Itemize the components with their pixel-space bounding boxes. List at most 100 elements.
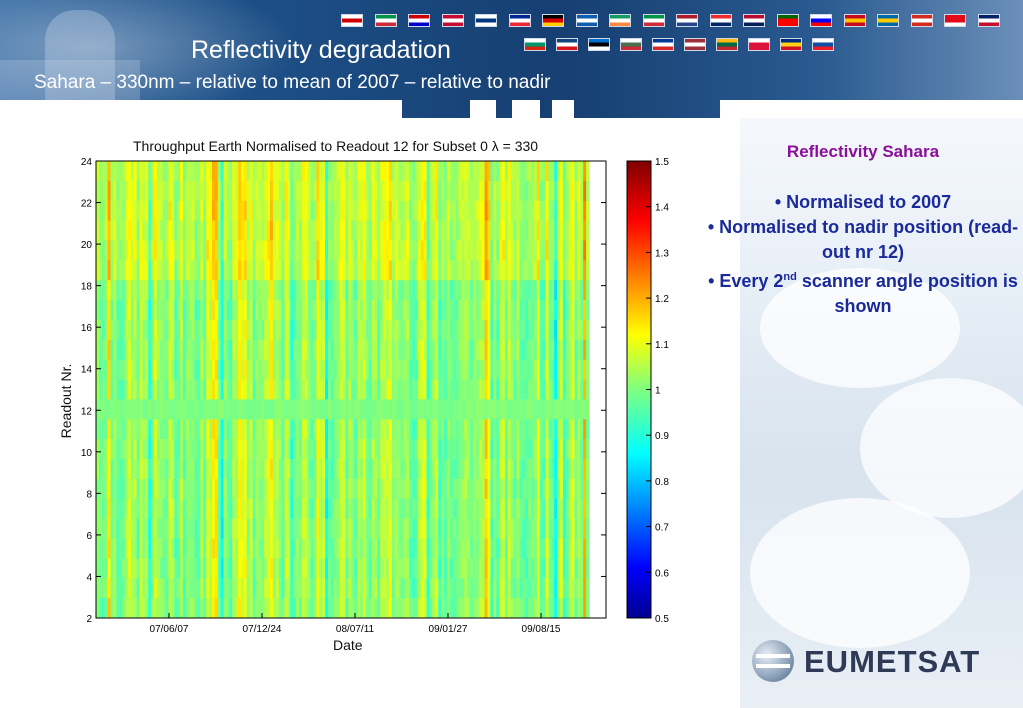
- heatmap-cell: [336, 161, 340, 182]
- heatmap-cell: [278, 319, 282, 341]
- heatmap-cell: [531, 478, 535, 500]
- heatmap-cell: [333, 220, 338, 241]
- heatmap-cell: [249, 578, 253, 599]
- heatmap-cell: [481, 300, 485, 321]
- heatmap-cell: [287, 578, 291, 599]
- heatmap-cell: [185, 161, 190, 182]
- heatmap-cell: [148, 240, 152, 261]
- heatmap-cell: [386, 498, 390, 520]
- heatmap-cell: [574, 161, 578, 182]
- heatmap-cell: [319, 518, 323, 539]
- heatmap-cell: [290, 240, 294, 261]
- heatmap-cell: [432, 598, 436, 619]
- heatmap-cell: [522, 300, 526, 321]
- heatmap-cell: [348, 319, 352, 341]
- heatmap-cell: [258, 598, 262, 619]
- heatmap-cell: [307, 319, 311, 341]
- heatmap-cell: [406, 379, 410, 400]
- heatmap-cell: [145, 200, 149, 222]
- heatmap-cell: [388, 419, 393, 440]
- heatmap-cell: [249, 280, 253, 301]
- heatmap-cell: [284, 379, 288, 400]
- heatmap-cell: [226, 260, 230, 281]
- heatmap-cell: [96, 280, 100, 301]
- heatmap-cell: [481, 419, 485, 440]
- heatmap-cell: [110, 180, 114, 202]
- heatmap-cell: [275, 578, 280, 599]
- heatmap-cell: [278, 558, 282, 579]
- heatmap-cell: [342, 439, 346, 460]
- heatmap-cell: [313, 240, 317, 261]
- heatmap-cell: [209, 558, 213, 579]
- heatmap-cell: [426, 578, 430, 599]
- heatmap-cell: [444, 598, 448, 619]
- heatmap-cell: [487, 538, 491, 559]
- heatmap-cell: [345, 240, 349, 261]
- heatmap-cell: [409, 300, 413, 321]
- heatmap-cell: [351, 260, 355, 281]
- heatmap-cell: [325, 439, 329, 460]
- heatmap-cell: [377, 319, 381, 341]
- heatmap-cell: [255, 280, 259, 301]
- heatmap-cell: [310, 459, 314, 480]
- heatmap-cell: [333, 280, 338, 301]
- heatmap-cell: [206, 359, 210, 380]
- heatmap-cell: [191, 339, 195, 361]
- heatmap-cell: [496, 359, 500, 380]
- heatmap-cell: [420, 578, 425, 599]
- heatmap-cell: [533, 578, 538, 599]
- heatmap-cell: [571, 498, 575, 520]
- heatmap-cell: [510, 578, 514, 599]
- heatmap-cell: [258, 538, 262, 559]
- heatmap-cell: [229, 240, 233, 261]
- heatmap-cell: [168, 319, 172, 341]
- heatmap-cell: [478, 220, 483, 241]
- heatmap-cell: [441, 598, 445, 619]
- heatmap-cell: [154, 180, 158, 202]
- heatmap-cell: [214, 598, 219, 619]
- heatmap-cell: [510, 439, 514, 460]
- heatmap-cell: [333, 439, 338, 460]
- heatmap-cell: [197, 459, 201, 480]
- heatmap-cell: [545, 359, 549, 380]
- heatmap-cell: [301, 319, 306, 341]
- heatmap-cell: [586, 200, 590, 222]
- heatmap-cell: [156, 578, 161, 599]
- heatmap-cell: [362, 578, 367, 599]
- heatmap-cell: [333, 260, 338, 281]
- heatmap-cell: [226, 319, 230, 341]
- heatmap-cell: [267, 240, 271, 261]
- heatmap-cell: [580, 399, 584, 420]
- heatmap-cell: [377, 578, 381, 599]
- heatmap-cell: [510, 498, 514, 520]
- heatmap-cell: [156, 478, 161, 500]
- heatmap-cell: [206, 161, 210, 182]
- heatmap-cell: [148, 319, 152, 341]
- heatmap-cell: [148, 498, 152, 520]
- heatmap-cell: [223, 439, 227, 460]
- heatmap-cell: [183, 359, 187, 380]
- heatmap-cell: [139, 220, 143, 241]
- heatmap-cell: [116, 558, 120, 579]
- heatmap-cell: [235, 319, 239, 341]
- heatmap-cell: [139, 578, 143, 599]
- heatmap-cell: [345, 180, 349, 202]
- heatmap-cell: [391, 439, 396, 460]
- heatmap-cell: [101, 598, 106, 619]
- heatmap-cell: [180, 518, 184, 539]
- heatmap-cell: [209, 319, 213, 341]
- heatmap-cell: [287, 260, 291, 281]
- heatmap-cell: [98, 399, 103, 420]
- heatmap-cell: [229, 220, 233, 241]
- heatmap-cell: [531, 558, 535, 579]
- heatmap-cell: [290, 518, 294, 539]
- heatmap-cell: [223, 459, 227, 480]
- heatmap-cell: [362, 379, 367, 400]
- heatmap-cell: [162, 478, 166, 500]
- heatmap-cell: [461, 280, 465, 301]
- heatmap-cell: [136, 339, 140, 361]
- heatmap-cell: [206, 399, 210, 420]
- heatmap-cell: [354, 558, 358, 579]
- heatmap-cell: [290, 161, 294, 182]
- heatmap-cell: [429, 399, 433, 420]
